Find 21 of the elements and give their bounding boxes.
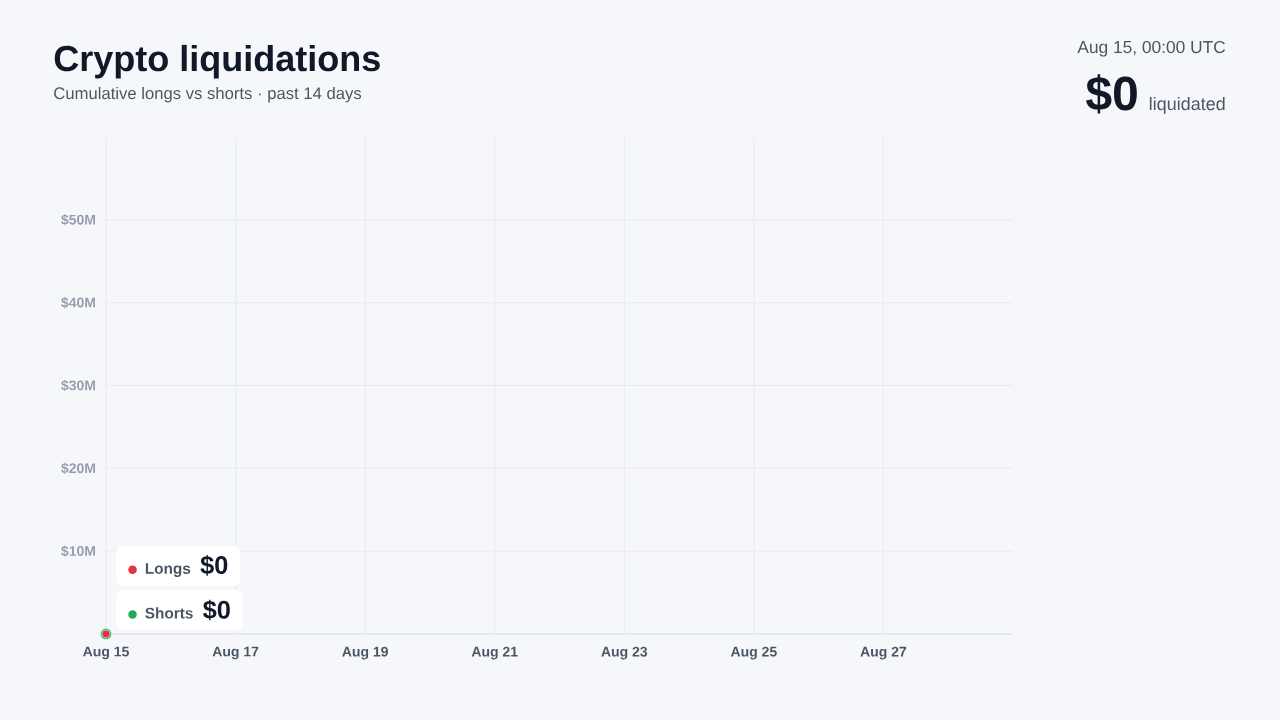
annotation: $0 <box>200 554 228 576</box>
legend-label: Shorts <box>145 607 193 619</box>
x-tick-label: Aug 17 <box>212 646 259 660</box>
x-tick-label: Aug 21 <box>471 646 518 660</box>
y-tick-label: $10M <box>61 545 96 557</box>
x-tick-label: Aug 25 <box>730 646 777 660</box>
chart-title: Crypto liquidations <box>54 44 380 79</box>
x-tick-label: Aug 23 <box>601 646 648 660</box>
x-tick-label: Aug 15 <box>83 646 129 660</box>
text: $0 <box>1086 74 1137 114</box>
y-tick-label: $50M <box>61 214 96 226</box>
y-tick-label: $40M <box>61 296 96 309</box>
text: liquidated <box>1149 96 1225 114</box>
annotation: $0 <box>203 599 230 621</box>
y-tick-label: $30M <box>61 379 96 392</box>
text: Aug 15, 00:00 UTC <box>1077 40 1226 57</box>
y-tick-label: $20M <box>61 462 96 475</box>
legend-label: Longs <box>145 563 191 577</box>
x-tick-label: Aug 27 <box>860 646 907 660</box>
chart-subtitle: Cumulative longs vs shorts · past 14 days <box>54 86 362 103</box>
x-tick-label: Aug 19 <box>342 646 388 660</box>
